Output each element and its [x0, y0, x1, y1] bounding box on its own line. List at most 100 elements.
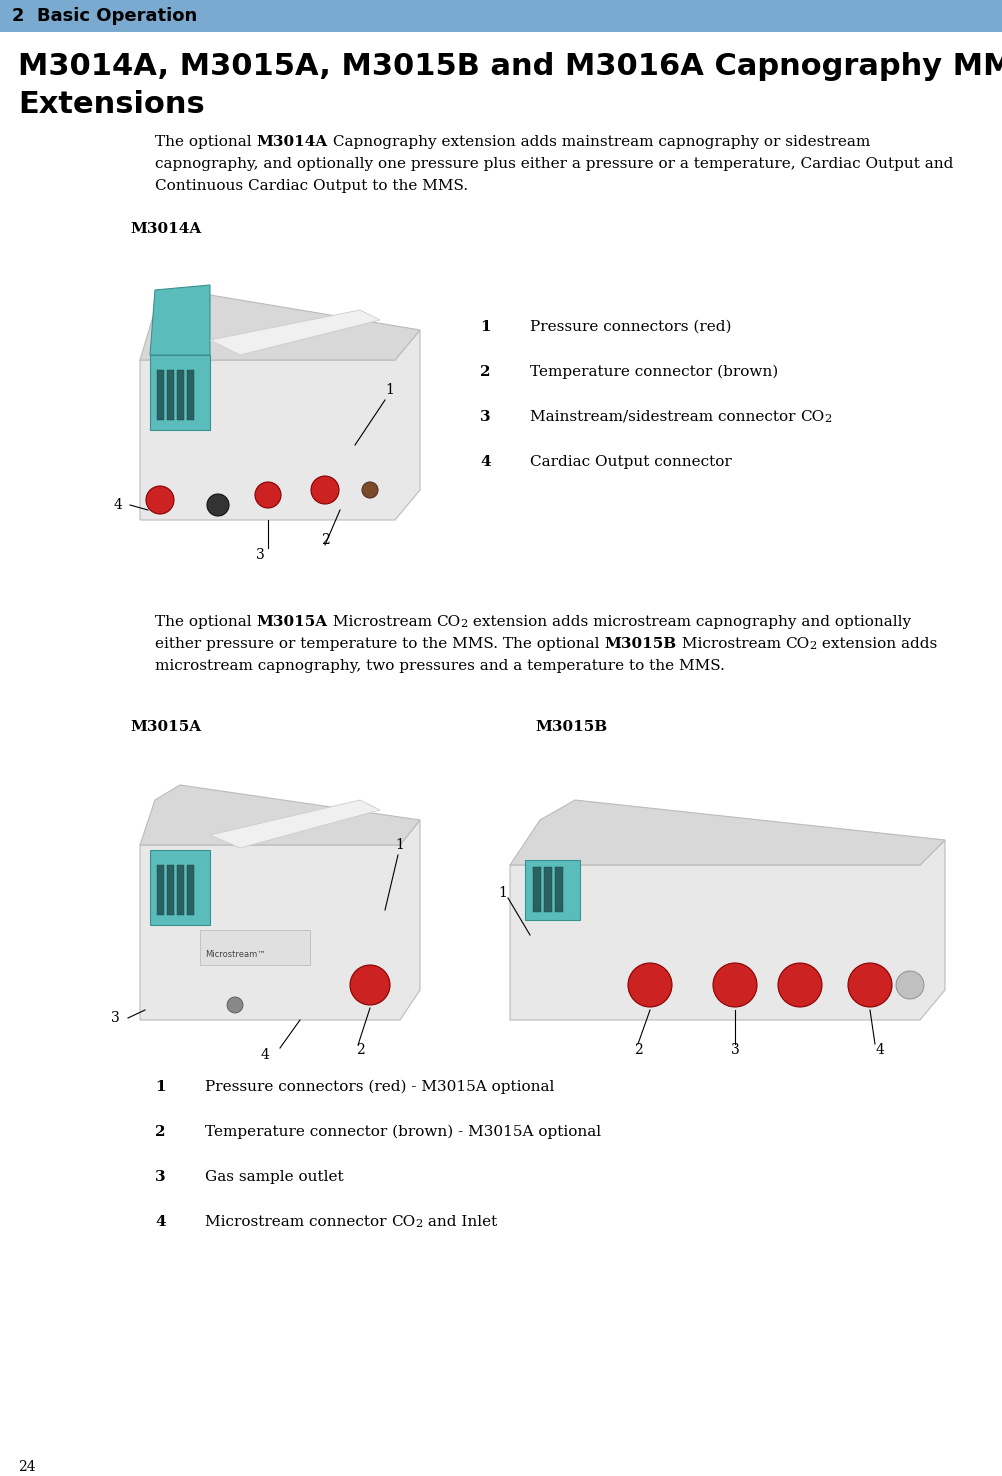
Bar [0, 0, 1002, 32]
Bar [532, 866, 540, 912]
Text: 4: 4 [875, 1044, 884, 1057]
Circle shape [324, 481, 327, 484]
Text: and Inlet: and Inlet [423, 1215, 497, 1230]
Polygon shape [209, 800, 380, 849]
Circle shape [867, 993, 872, 998]
Text: microstream capnography, two pressures and a temperature to the MMS.: microstream capnography, two pressures a… [155, 658, 724, 673]
Circle shape [712, 962, 757, 1007]
Circle shape [778, 962, 822, 1007]
Text: 4: 4 [113, 497, 122, 512]
Text: Continuous Cardiac Output to the MMS.: Continuous Cardiac Output to the MMS. [155, 179, 468, 193]
Text: Capnography extension adds mainstream capnography or sidestream: Capnography extension adds mainstream ca… [328, 134, 869, 149]
Text: Microstream connector: Microstream connector [204, 1215, 391, 1230]
Text: 2: 2 [633, 1044, 641, 1057]
Circle shape [636, 983, 641, 987]
Polygon shape [509, 800, 944, 865]
Circle shape [639, 990, 644, 995]
Circle shape [654, 990, 659, 995]
Text: 2: 2 [824, 413, 831, 424]
Circle shape [317, 489, 320, 492]
Bar [100, 750, 430, 1035]
Circle shape [867, 971, 872, 977]
Circle shape [158, 505, 161, 509]
Circle shape [731, 993, 736, 998]
Circle shape [361, 990, 365, 993]
Circle shape [786, 983, 791, 987]
Text: CO: CO [436, 615, 460, 629]
Text: 2: 2 [155, 1125, 165, 1139]
Text: M3014A: M3014A [130, 221, 201, 236]
Circle shape [658, 983, 663, 987]
Bar [150, 850, 209, 925]
Bar [157, 865, 164, 915]
Text: 3: 3 [155, 1170, 165, 1184]
Circle shape [875, 974, 880, 980]
Circle shape [368, 973, 372, 977]
Polygon shape [140, 331, 420, 520]
Circle shape [146, 486, 173, 514]
Circle shape [165, 499, 168, 502]
Bar [150, 356, 209, 430]
Circle shape [647, 971, 652, 977]
Circle shape [647, 993, 652, 998]
Text: Mainstream/sidestream connector: Mainstream/sidestream connector [529, 410, 800, 424]
Circle shape [378, 983, 382, 987]
Polygon shape [140, 289, 420, 360]
Text: 3: 3 [729, 1044, 738, 1057]
Circle shape [260, 493, 263, 496]
Polygon shape [140, 785, 420, 844]
Text: Temperature connector (brown): Temperature connector (brown) [529, 365, 778, 379]
Circle shape [319, 493, 322, 496]
Circle shape [789, 990, 794, 995]
Text: CO: CO [391, 1215, 415, 1230]
Circle shape [805, 990, 810, 995]
Circle shape [271, 497, 274, 500]
Text: extension adds microstream capnography and optionally: extension adds microstream capnography a… [468, 615, 910, 629]
Circle shape [153, 493, 156, 496]
Bar [100, 249, 430, 559]
Text: Extensions: Extensions [18, 90, 204, 120]
Bar [186, 370, 193, 421]
Text: 1: 1 [480, 320, 490, 334]
Bar [524, 861, 579, 920]
Text: 24: 24 [18, 1460, 36, 1475]
Text: 4: 4 [155, 1215, 165, 1230]
Text: CO: CO [785, 638, 809, 651]
Circle shape [271, 489, 274, 492]
Circle shape [742, 983, 747, 987]
Text: capnography, and optionally one pressure plus either a pressure or a temperature: capnography, and optionally one pressure… [155, 156, 953, 171]
Circle shape [362, 483, 378, 497]
Circle shape [328, 484, 331, 487]
Circle shape [324, 496, 327, 499]
Text: Microstream™: Microstream™ [204, 951, 266, 959]
Circle shape [739, 990, 744, 995]
Circle shape [895, 971, 923, 999]
Text: M3015A: M3015A [130, 720, 201, 734]
Text: Microstream: Microstream [328, 615, 436, 629]
Text: 4: 4 [480, 455, 490, 469]
Circle shape [267, 487, 270, 490]
Bar [167, 865, 173, 915]
Circle shape [158, 492, 161, 494]
Bar [490, 750, 964, 1035]
Circle shape [311, 475, 339, 503]
Circle shape [375, 976, 379, 980]
Polygon shape [140, 821, 420, 1020]
Text: 1: 1 [385, 382, 394, 397]
Polygon shape [209, 310, 380, 356]
Circle shape [797, 993, 802, 998]
Text: The optional: The optional [155, 134, 257, 149]
Text: M3015B: M3015B [604, 638, 676, 651]
Polygon shape [509, 840, 944, 1020]
Text: 3: 3 [256, 548, 265, 562]
Circle shape [875, 990, 880, 995]
Text: 2: 2 [809, 641, 817, 651]
Text: 1: 1 [498, 886, 507, 900]
Circle shape [331, 489, 334, 492]
Text: 2: 2 [460, 618, 468, 629]
Text: Cardiac Output connector: Cardiac Output connector [529, 455, 731, 469]
Bar [157, 370, 164, 421]
Polygon shape [150, 285, 209, 356]
Bar [167, 370, 173, 421]
Circle shape [163, 493, 166, 496]
